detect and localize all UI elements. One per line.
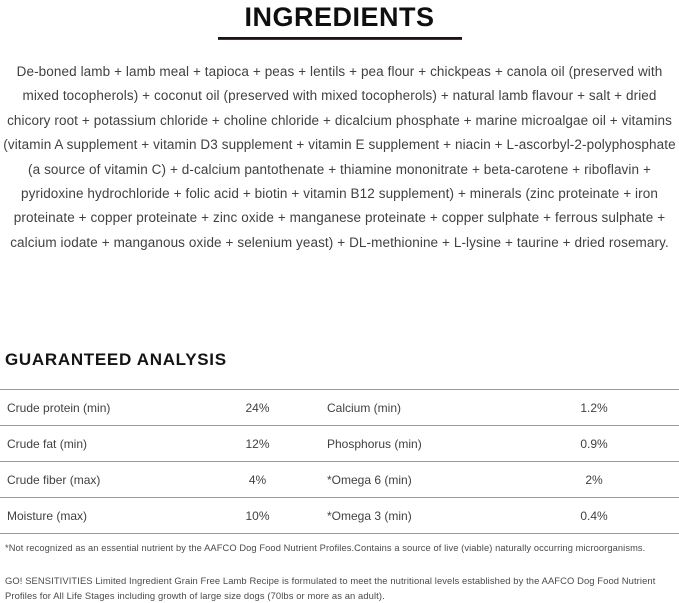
- table-row: Crude fiber (max) 4% *Omega 6 (min) 2%: [0, 462, 679, 498]
- nutrient-value: 12%: [245, 436, 270, 451]
- heading-underline-rule: [217, 37, 462, 40]
- nutrient-value: 2%: [585, 472, 603, 487]
- nutrient-value: 0.4%: [580, 508, 608, 523]
- nutrient-label: Moisture (max): [7, 508, 88, 523]
- analysis-footnote: *Not recognized as an essential nutrient…: [5, 543, 646, 553]
- guaranteed-analysis-heading: GUARANTEED ANALYSIS: [5, 350, 227, 369]
- table-row: Moisture (max) 10% *Omega 3 (min) 0.4%: [0, 498, 679, 534]
- nutrient-value: 24%: [245, 400, 270, 415]
- nutrient-label: *Omega 3 (min): [327, 508, 412, 523]
- table-row: Crude fat (min) 12% Phosphorus (min) 0.9…: [0, 426, 679, 462]
- table-row: Crude protein (min) 24% Calcium (min) 1.…: [0, 390, 679, 426]
- nutrient-label: Crude fat (min): [7, 436, 88, 451]
- nutrient-value: 1.2%: [580, 400, 608, 415]
- nutrient-label: Calcium (min): [327, 400, 402, 415]
- ingredients-heading: INGREDIENTS: [244, 2, 435, 32]
- nutrient-label: *Omega 6 (min): [327, 472, 412, 487]
- nutrient-label: Crude fiber (max): [7, 472, 101, 487]
- ingredients-list-text: De-boned lamb + lamb meal + tapioca + pe…: [3, 64, 676, 250]
- nutrient-value: 0.9%: [580, 436, 608, 451]
- nutrient-value: 4%: [248, 472, 267, 487]
- nutrient-label: Phosphorus (min): [327, 436, 422, 451]
- nutrient-label: Crude protein (min): [7, 400, 111, 415]
- nutrient-value: 10%: [245, 508, 270, 523]
- guaranteed-analysis-table: Crude protein (min) 24% Calcium (min) 1.…: [0, 389, 679, 534]
- aafco-statement: GO! SENSITIVITIES Limited Ingredient Gra…: [5, 575, 656, 601]
